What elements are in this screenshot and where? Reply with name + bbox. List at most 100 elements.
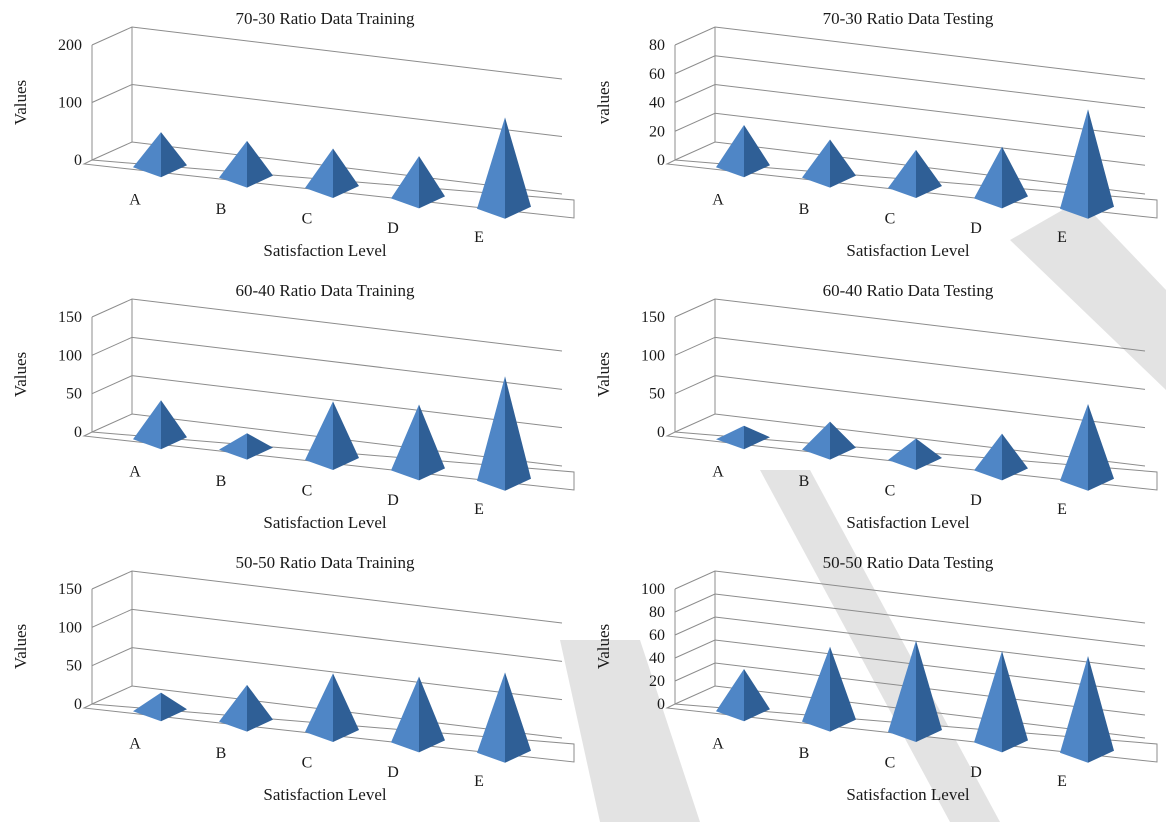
gridline [674,593,1146,647]
y-axis-title: Values [594,352,613,397]
gridline [674,570,1146,624]
x-tick-label: D [387,764,399,781]
x-tick-label: A [129,192,141,209]
x-tick-label: A [129,464,141,481]
x-tick-label: C [302,482,313,499]
bar-A-front [133,132,161,178]
x-axis-title: Satisfaction Level [846,241,969,260]
x-tick-label: A [712,192,724,209]
bar-E-front [1060,403,1088,491]
y-axis-title: Values [11,80,30,125]
bar-E-side [505,672,531,763]
bar-B-side [247,433,273,460]
bar-D-side [419,156,445,209]
bar-A-side [161,132,187,178]
x-tick-label: A [129,736,141,753]
chart-5: 0 50 100 150 A B C D E 50-50 Ratio Data Training S… [11,553,575,804]
bar-E-side [505,376,531,491]
x-tick-label: D [387,220,399,237]
bar-A-side [161,692,187,722]
bar-C-front [305,148,333,198]
bar-E-front [477,117,505,219]
y-tick-label: 50 [66,658,82,675]
chart-6: 0 20 40 60 80 100 A B C D E 50-50 Ratio Data Testin… [594,553,1158,804]
x-tick-label: B [216,745,227,762]
bar-C-side [916,438,942,470]
bar-D-side [1002,651,1028,753]
bar-B-front [219,140,247,188]
gridline [674,26,1146,80]
bar-D-side [1002,146,1028,209]
bar-C-side [916,640,942,742]
x-tick-label: B [216,201,227,218]
x-tick-label: E [474,773,484,790]
bar-A-side [161,400,187,450]
y-tick-label: 40 [649,650,665,667]
bar-B-side [830,139,856,188]
x-axis-title: Satisfaction Level [263,785,386,804]
chart-3: 0 50 100 150 A B C D E 60-40 Ratio Data Training S… [11,281,575,532]
y-tick-label: 100 [58,95,82,112]
x-tick-label: C [885,754,896,771]
gridline [674,55,1146,109]
bar-C-side [333,673,359,742]
y-tick-label: 100 [58,619,82,636]
x-tick-label: E [474,229,484,246]
bar-E-front [477,672,505,763]
bar-B-front [219,433,247,460]
bar-D-side [1002,433,1028,481]
chart-1: 0 100 200 A B C D E 70-30 Ratio Data Training Sat… [11,9,575,260]
chart-title: 70-30 Ratio Data Testing [823,9,994,28]
bar-E-front [477,376,505,491]
bar-E-front [1060,655,1088,763]
bar-A-side [744,668,770,722]
bar-B-side [830,421,856,460]
y-axis-title: Values [594,624,613,669]
x-tick-label: E [1057,773,1067,790]
bar-D-front [974,651,1002,753]
y-tick-label: 50 [649,386,665,403]
y-tick-label: 0 [74,696,82,713]
x-tick-label: D [387,492,399,509]
bar-A-side [744,124,770,178]
x-tick-label: B [216,473,227,490]
bar-A-front [133,400,161,450]
bar-C-front [305,401,333,470]
y-axis-title: Values [11,624,30,669]
x-axis-title: Satisfaction Level [263,241,386,260]
bar-C-side [333,401,359,470]
bar-E-side [1088,655,1114,763]
bar-C-front [305,673,333,742]
y-tick-label: 200 [58,37,82,54]
y-tick-label: 50 [66,386,82,403]
y-tick-label: 100 [641,347,665,364]
bar-C-front [888,149,916,198]
gridline [91,298,563,352]
x-tick-label: B [799,745,810,762]
y-tick-label: 20 [649,673,665,690]
bar-D-front [974,433,1002,481]
x-tick-label: A [712,464,724,481]
y-tick-label: 150 [641,309,665,326]
bar-A-front [716,425,744,450]
bar-B-front [802,421,830,460]
x-tick-label: D [970,492,982,509]
bar-B-front [802,139,830,188]
bar-D-front [391,676,419,753]
gridline [674,375,1146,429]
bar-D-side [419,676,445,753]
bar-D-front [391,156,419,209]
x-axis-title: Satisfaction Level [263,513,386,532]
y-axis-title: Values [11,352,30,397]
y-tick-label: 0 [657,424,665,441]
bar-C-side [333,148,359,198]
x-tick-label: C [885,210,896,227]
bar-E-side [1088,109,1114,219]
bar-B-front [219,684,247,732]
y-tick-label: 60 [649,66,665,83]
y-tick-label: 80 [649,604,665,621]
gridline [91,608,563,662]
bar-B-side [247,684,273,732]
